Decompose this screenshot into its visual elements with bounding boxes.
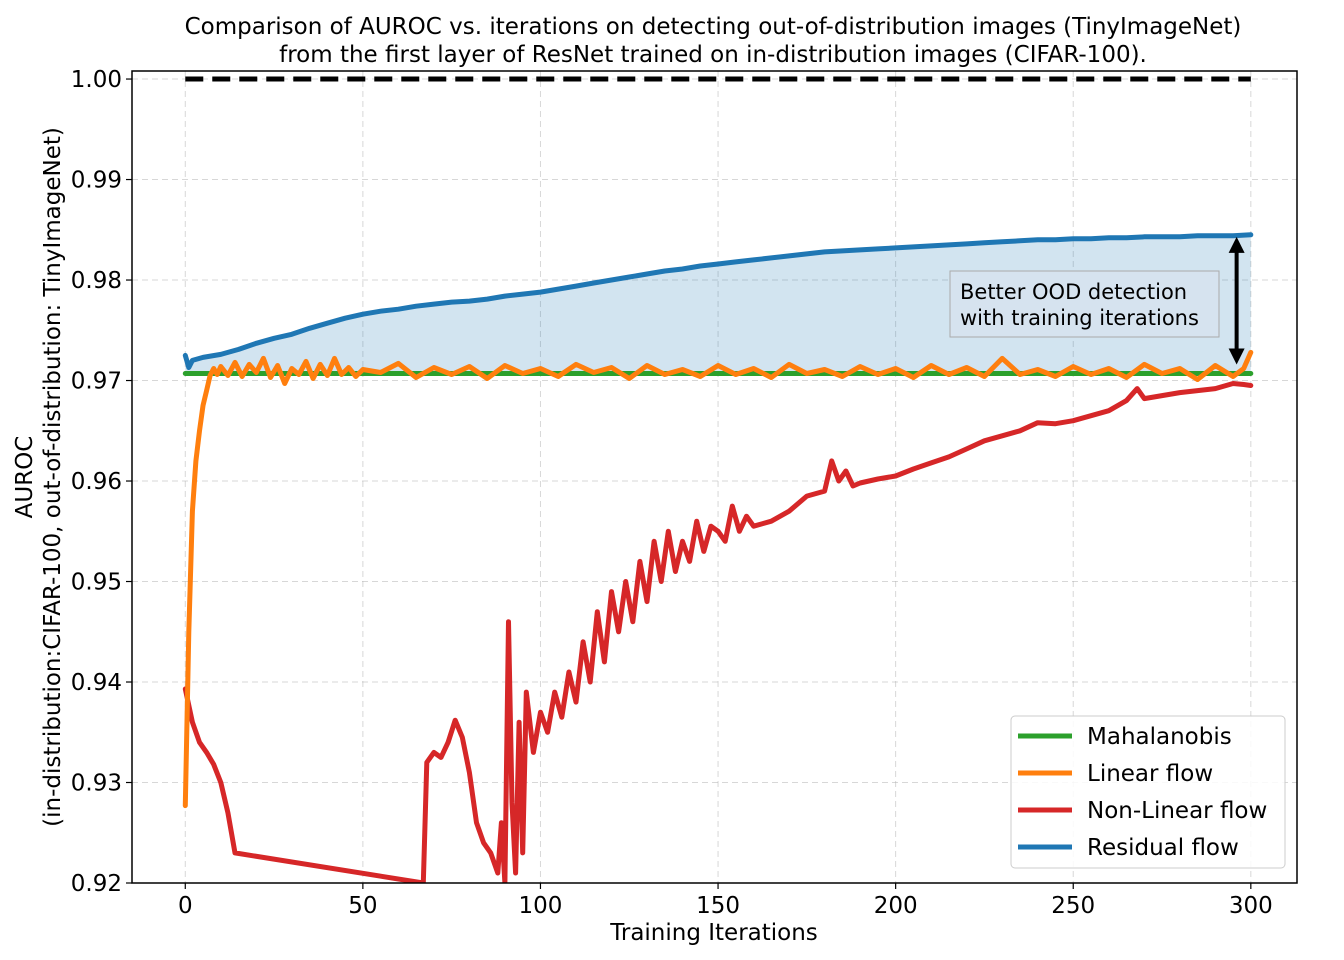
legend-label: Non-Linear flow xyxy=(1087,798,1267,824)
plot-area xyxy=(182,76,1254,883)
y-tick-label: 0.95 xyxy=(71,570,122,596)
y-tick-label: 0.94 xyxy=(71,670,122,696)
y-tick-label: 0.98 xyxy=(71,268,122,294)
chart-subtitle: from the first layer of ResNet trained o… xyxy=(279,42,1147,68)
y-axis-label-line1: AUROC xyxy=(12,436,38,519)
annotation-arrowhead-down xyxy=(1228,348,1245,365)
legend-box xyxy=(1010,715,1286,869)
y-tick-label: 0.99 xyxy=(71,168,122,194)
annotation-arrowhead-up xyxy=(1228,236,1245,253)
series-line-residual-flow xyxy=(182,232,1254,370)
legend: Mahalanobis Linear flow Non-Linear flow Res… xyxy=(1010,715,1286,869)
y-tick-label: 1.00 xyxy=(71,67,122,93)
annotation-line1: Better OOD detection xyxy=(960,280,1187,304)
x-tick-label: 0 xyxy=(178,893,193,919)
series-line-linear-flow xyxy=(182,349,1254,809)
y-tick-label: 0.92 xyxy=(71,871,122,897)
y-tick-label: 0.97 xyxy=(71,369,122,395)
legend-label: Mahalanobis xyxy=(1087,724,1232,750)
x-axis: 0 50 100 150 200 250 300 xyxy=(178,883,1273,919)
x-tick-label: 250 xyxy=(1051,893,1095,919)
legend-label: Residual flow xyxy=(1087,835,1239,861)
annotation-box xyxy=(949,270,1220,338)
x-tick-label: 50 xyxy=(348,893,377,919)
x-tick-label: 300 xyxy=(1229,893,1273,919)
y-axis: 0.92 0.93 0.94 0.95 0.96 0.97 0.98 0.99 1.00 xyxy=(71,67,132,897)
x-tick-label: 150 xyxy=(696,893,740,919)
x-tick-label: 100 xyxy=(519,893,563,919)
x-tick-label: 200 xyxy=(874,893,918,919)
y-tick-label: 0.93 xyxy=(71,771,122,797)
x-axis-label: Training Iterations xyxy=(609,920,818,946)
series-line-non-linear-flow xyxy=(182,381,1254,883)
legend-label: Linear flow xyxy=(1087,761,1213,787)
annotation-line2: with training iterations xyxy=(960,306,1199,330)
annotation: Better OOD detection with training itera… xyxy=(949,236,1245,365)
y-tick-label: 0.96 xyxy=(71,469,122,495)
plot-frame xyxy=(131,70,1298,884)
improvement-fill-area xyxy=(185,234,1251,374)
y-axis-label-line2: (in-distribution:CIFAR-100, out-of-distr… xyxy=(40,127,66,827)
chart-title: Comparison of AUROC vs. iterations on de… xyxy=(185,14,1242,40)
